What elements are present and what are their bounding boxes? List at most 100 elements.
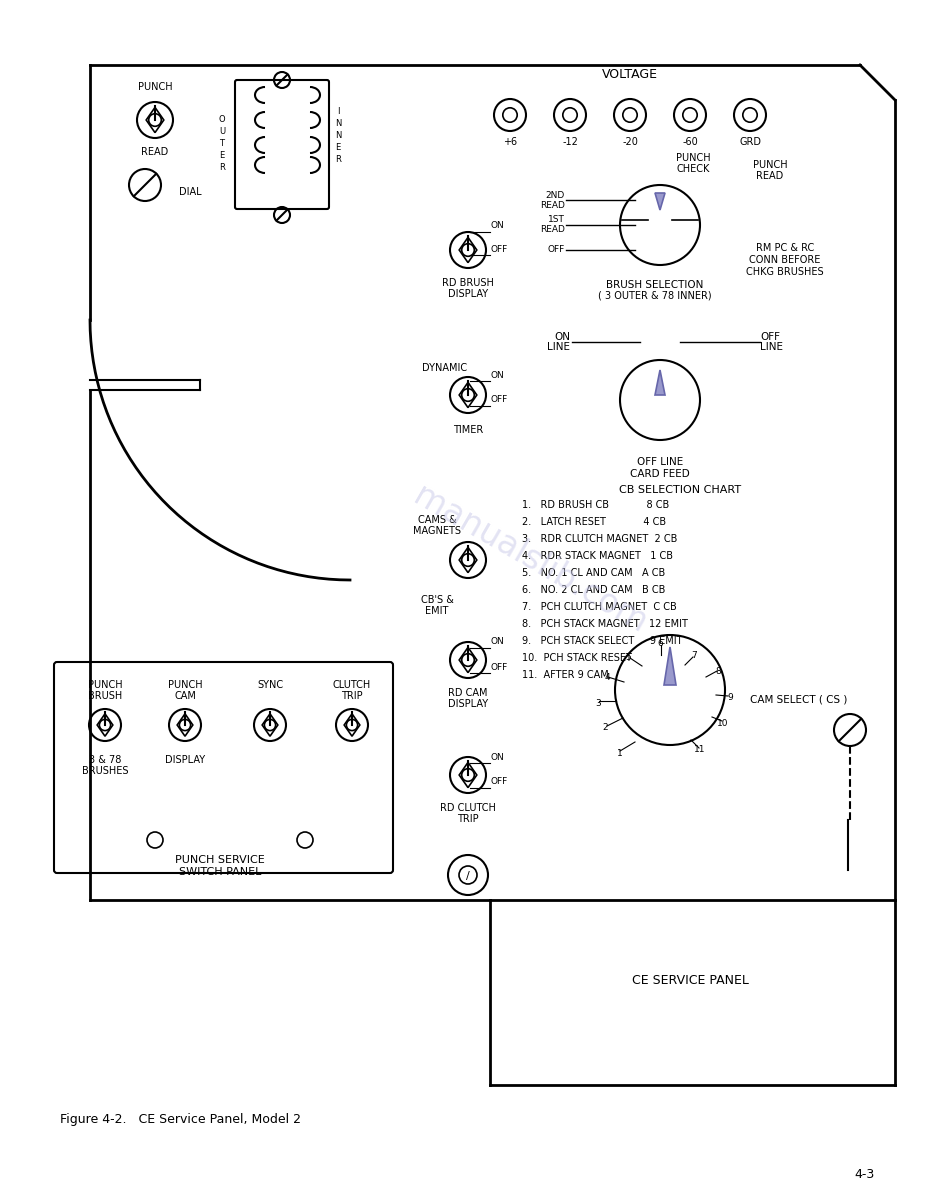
Text: OFF: OFF	[760, 332, 780, 342]
Text: READ: READ	[756, 171, 784, 181]
Text: 3: 3	[595, 698, 601, 708]
Text: BRUSHES: BRUSHES	[82, 765, 128, 776]
Text: TRIP: TRIP	[458, 814, 479, 824]
Text: CHECK: CHECK	[676, 164, 710, 173]
Text: R: R	[219, 164, 225, 172]
Text: 8.   PCH STACK MAGNET   12 EMIT: 8. PCH STACK MAGNET 12 EMIT	[522, 620, 688, 629]
Text: PUNCH: PUNCH	[87, 681, 123, 690]
Text: 2: 2	[603, 724, 608, 732]
Text: RD BRUSH: RD BRUSH	[442, 277, 494, 288]
Text: OFF: OFF	[490, 396, 507, 404]
Text: R: R	[335, 155, 341, 165]
Text: ON: ON	[490, 637, 504, 647]
Text: READ: READ	[540, 226, 565, 234]
Text: 11.  AFTER 9 CAM: 11. AFTER 9 CAM	[522, 670, 609, 681]
Text: PUNCH: PUNCH	[138, 83, 172, 92]
Text: 1.   RD BRUSH CB            8 CB: 1. RD BRUSH CB 8 CB	[522, 500, 670, 509]
Text: CB SELECTION CHART: CB SELECTION CHART	[619, 486, 741, 495]
Text: BRUSH: BRUSH	[87, 691, 122, 701]
Text: ( 3 OUTER & 78 INNER): ( 3 OUTER & 78 INNER)	[598, 291, 711, 301]
Text: 7: 7	[691, 651, 697, 659]
Text: -60: -60	[682, 138, 698, 147]
Text: 10: 10	[717, 719, 729, 727]
Text: 10.  PCH STACK RESET: 10. PCH STACK RESET	[522, 653, 631, 663]
Text: CAMS &: CAMS &	[418, 515, 457, 525]
Text: DISPLAY: DISPLAY	[448, 698, 488, 709]
Text: EMIT: EMIT	[425, 606, 448, 616]
Text: TIMER: TIMER	[453, 425, 483, 435]
Text: /: /	[466, 871, 470, 881]
Polygon shape	[655, 193, 665, 210]
Text: -12: -12	[562, 138, 578, 147]
Text: RM PC & RC: RM PC & RC	[756, 243, 814, 254]
Text: PUNCH: PUNCH	[167, 681, 203, 690]
Text: E: E	[336, 144, 340, 153]
Text: OFF: OFF	[490, 664, 507, 672]
Text: LINE: LINE	[547, 342, 570, 352]
Text: PUNCH: PUNCH	[676, 153, 711, 163]
Text: OFF LINE: OFF LINE	[637, 457, 684, 466]
Text: Figure 4-2.   CE Service Panel, Model 2: Figure 4-2. CE Service Panel, Model 2	[60, 1113, 301, 1127]
Text: +6: +6	[503, 138, 517, 147]
Text: 1ST: 1ST	[548, 215, 565, 225]
Text: OFF: OFF	[490, 245, 507, 255]
Text: 2.   LATCH RESET            4 CB: 2. LATCH RESET 4 CB	[522, 517, 666, 527]
Text: GRD: GRD	[739, 138, 761, 147]
Text: 7.   PCH CLUTCH MAGNET  C CB: 7. PCH CLUTCH MAGNET C CB	[522, 602, 677, 612]
Text: 5.   NO. 1 CL AND CAM   A CB: 5. NO. 1 CL AND CAM A CB	[522, 568, 665, 578]
Text: READ: READ	[540, 201, 565, 209]
Text: 1: 1	[618, 749, 623, 757]
Text: 6: 6	[658, 639, 663, 647]
Text: CARD FEED: CARD FEED	[631, 469, 690, 480]
Text: DIAL: DIAL	[179, 187, 201, 197]
Text: MAGNETS: MAGNETS	[413, 526, 461, 536]
Text: I: I	[337, 108, 339, 116]
Text: 9.   PCH STACK SELECT     9 EMIT: 9. PCH STACK SELECT 9 EMIT	[522, 636, 683, 646]
Polygon shape	[664, 647, 676, 685]
Text: N: N	[335, 132, 341, 140]
Text: DISPLAY: DISPLAY	[165, 755, 205, 765]
Text: CB'S &: CB'S &	[420, 594, 454, 605]
Text: 9: 9	[727, 692, 733, 702]
Text: 4.   RDR STACK MAGNET   1 CB: 4. RDR STACK MAGNET 1 CB	[522, 551, 673, 561]
Text: CHKG BRUSHES: CHKG BRUSHES	[746, 267, 824, 277]
Text: 8: 8	[715, 667, 721, 677]
Text: CONN BEFORE: CONN BEFORE	[750, 255, 820, 266]
Text: -20: -20	[622, 138, 638, 147]
Text: OFF: OFF	[490, 777, 507, 787]
Text: 5: 5	[625, 653, 631, 663]
Text: N: N	[335, 120, 341, 128]
Text: VOLTAGE: VOLTAGE	[602, 68, 658, 81]
Text: BRUSH SELECTION: BRUSH SELECTION	[606, 280, 704, 289]
Text: E: E	[219, 152, 225, 160]
Text: PUNCH SERVICE: PUNCH SERVICE	[175, 855, 265, 865]
Text: U: U	[219, 128, 225, 136]
Text: OFF: OFF	[548, 245, 565, 255]
Text: DISPLAY: DISPLAY	[448, 289, 488, 299]
Text: 6.   NO. 2 CL AND CAM   B CB: 6. NO. 2 CL AND CAM B CB	[522, 585, 665, 594]
Text: CAM SELECT ( CS ): CAM SELECT ( CS )	[750, 695, 847, 704]
Text: CE SERVICE PANEL: CE SERVICE PANEL	[631, 974, 749, 987]
Text: 3 & 78: 3 & 78	[88, 755, 121, 765]
Text: O: O	[219, 116, 225, 124]
Text: CAM: CAM	[174, 691, 196, 701]
Text: CLUTCH: CLUTCH	[333, 681, 371, 690]
Text: SYNC: SYNC	[257, 681, 283, 690]
Text: ON: ON	[554, 332, 570, 342]
Text: RD CAM: RD CAM	[448, 688, 487, 698]
Text: T: T	[219, 140, 224, 148]
Text: 4: 4	[604, 673, 610, 683]
Text: SWITCH PANEL: SWITCH PANEL	[179, 867, 261, 877]
Text: 11: 11	[695, 745, 706, 755]
Text: RD CLUTCH: RD CLUTCH	[440, 803, 496, 813]
Text: PUNCH: PUNCH	[752, 160, 788, 170]
Text: TRIP: TRIP	[341, 691, 363, 701]
Text: ON: ON	[490, 752, 504, 762]
Text: LINE: LINE	[760, 342, 783, 352]
Polygon shape	[655, 370, 665, 395]
Text: 3.   RDR CLUTCH MAGNET  2 CB: 3. RDR CLUTCH MAGNET 2 CB	[522, 533, 677, 544]
Text: ON: ON	[490, 220, 504, 230]
Text: 2ND: 2ND	[546, 190, 565, 200]
Text: ON: ON	[490, 371, 504, 379]
Text: manualslib.com: manualslib.com	[407, 480, 653, 640]
